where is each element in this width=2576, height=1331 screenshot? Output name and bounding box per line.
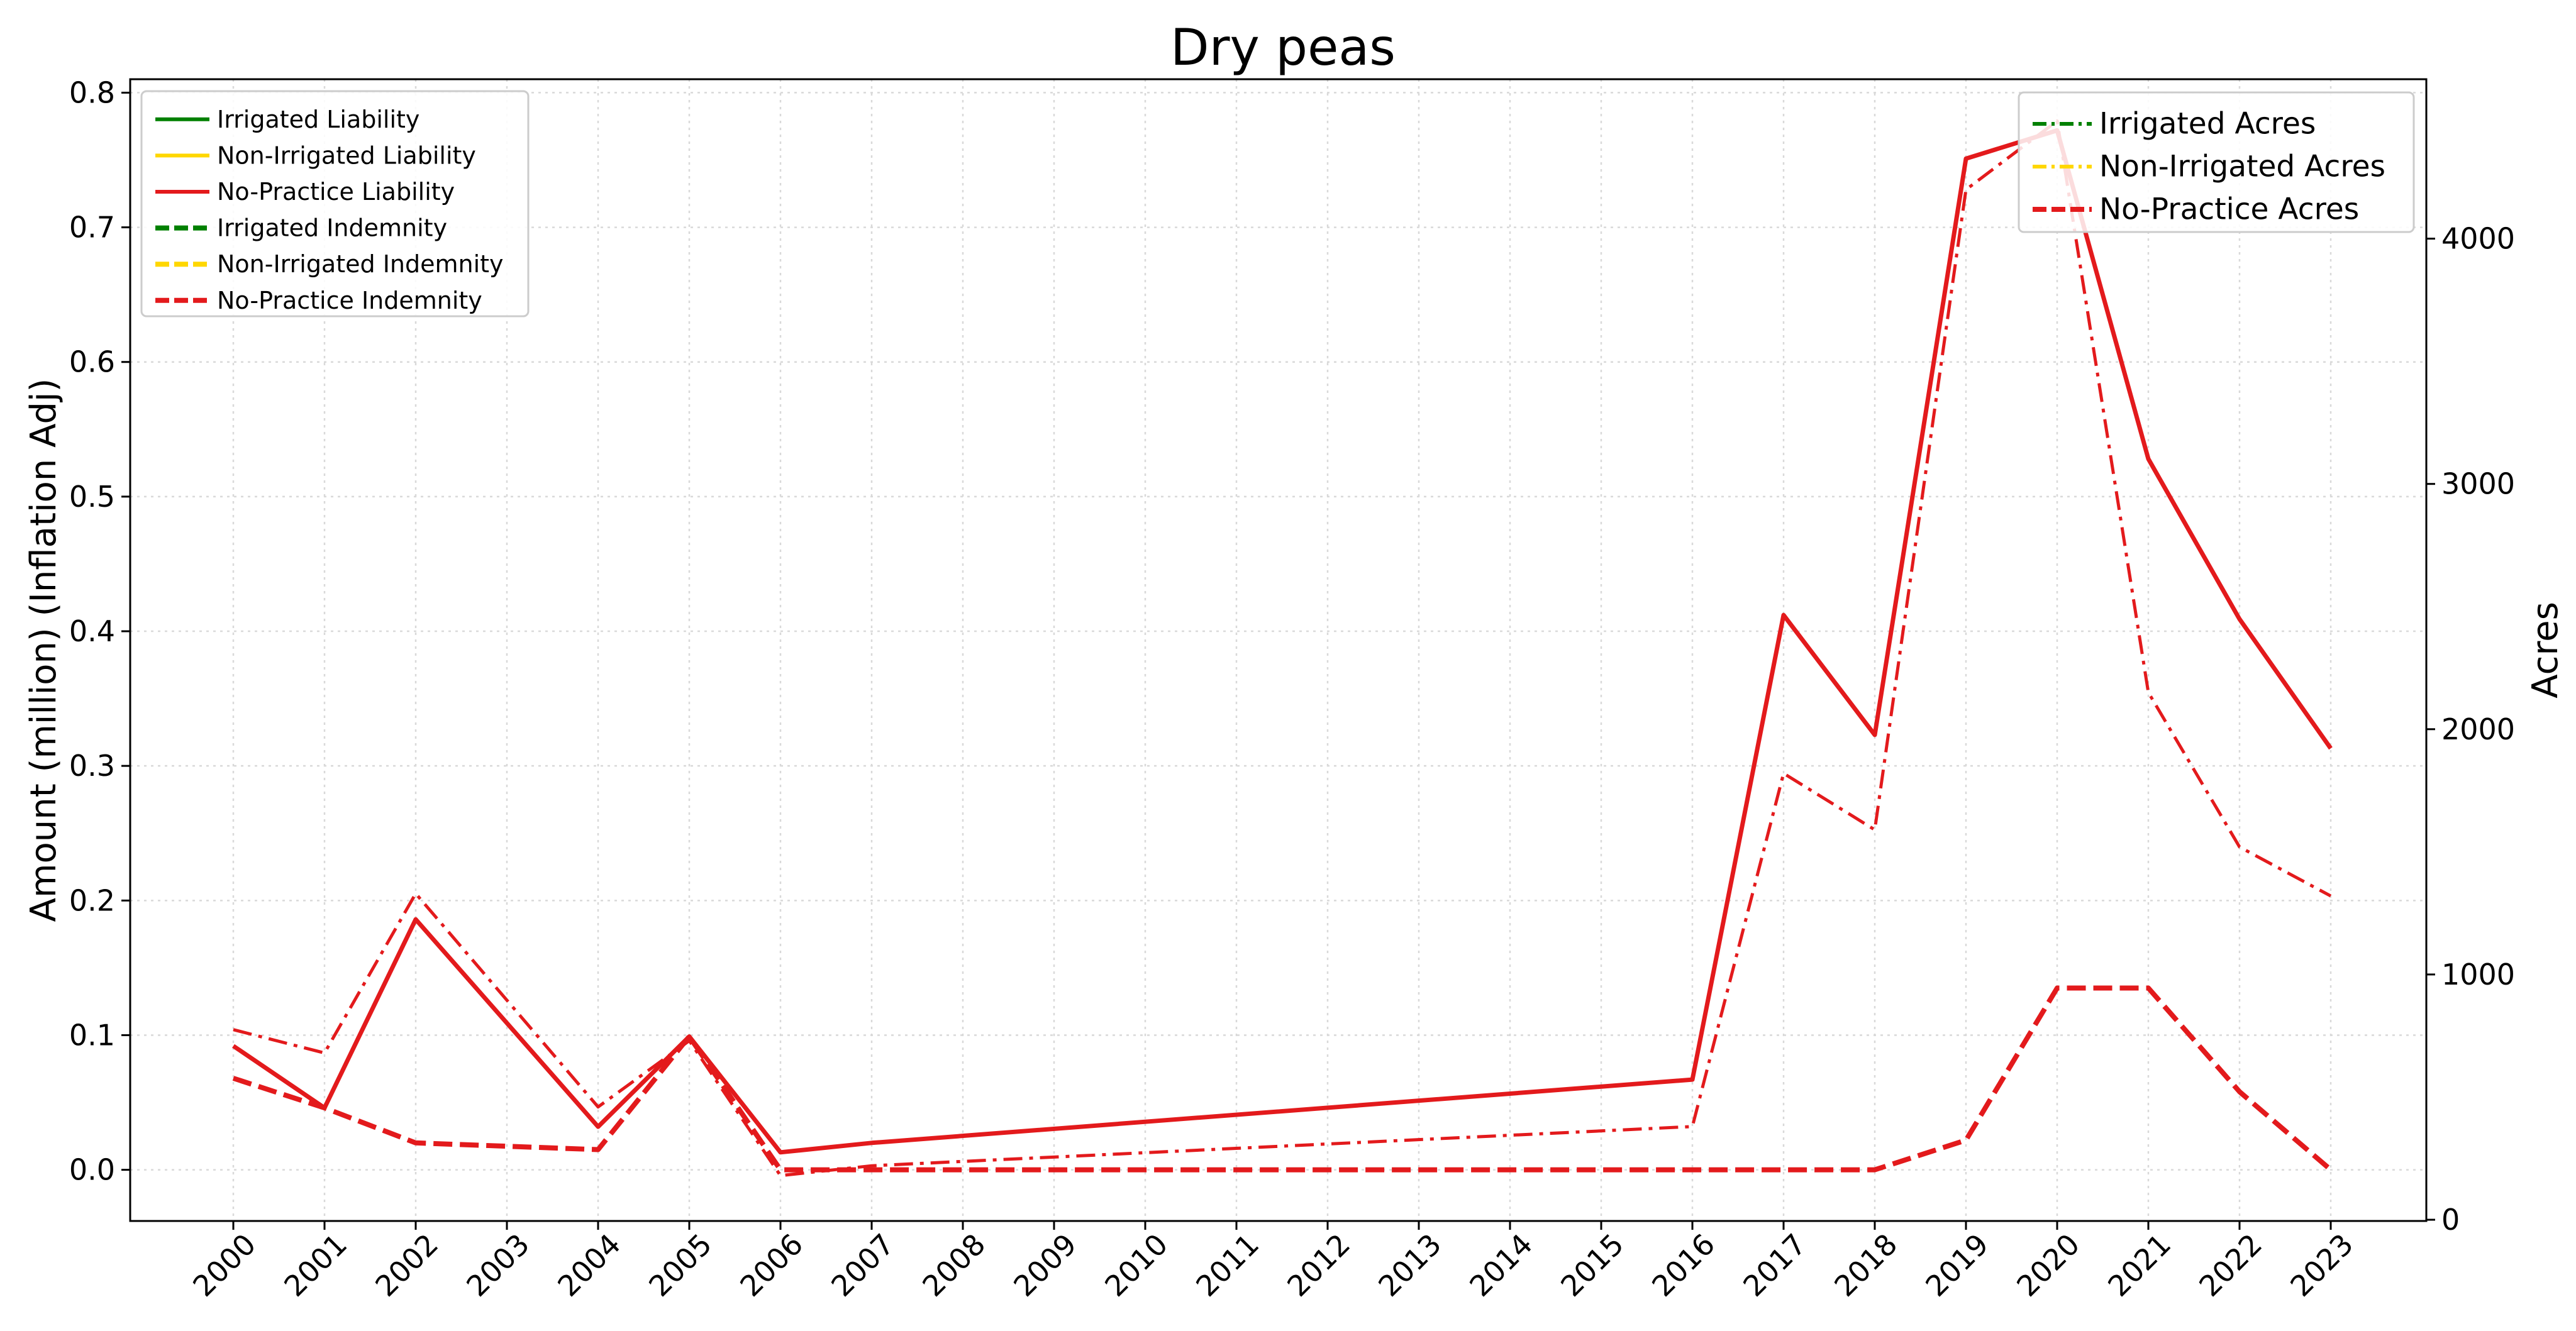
legend-label: Irrigated Indemnity bbox=[217, 214, 447, 242]
legend-frame bbox=[140, 90, 530, 318]
y2-axis-label: Acres bbox=[2525, 602, 2566, 699]
y-tick-label: 0.8 bbox=[69, 75, 115, 109]
legend-label: No-Practice Indemnity bbox=[217, 287, 482, 314]
y-tick-label: 0.2 bbox=[69, 883, 115, 917]
y-axis-label: Amount (million) (Inflation Adj) bbox=[23, 378, 64, 922]
legend-liability-indemnity: Irrigated Liability Non-Irrigated Liabili… bbox=[140, 90, 530, 318]
legend-acres: Irrigated Acres Non-Irrigated Acres No-Pra… bbox=[2018, 91, 2415, 233]
y2-tick-label: 3000 bbox=[2441, 467, 2515, 501]
legend-frame bbox=[2018, 91, 2415, 233]
y-tick-label: 0.3 bbox=[69, 749, 115, 783]
y-axis-left: 0.0 0.1 0.2 0.3 0.4 0.5 0.6 0.7 0.8 bbox=[69, 75, 130, 1187]
y-tick-label: 0.7 bbox=[69, 211, 115, 245]
plot-frame bbox=[129, 78, 2428, 1222]
legend-label: Irrigated Acres bbox=[2099, 107, 2316, 141]
legend-label: Non-Irrigated Indemnity bbox=[217, 250, 504, 278]
legend-label: Non-Irrigated Liability bbox=[217, 141, 476, 169]
series-line-no-practice-indemnity bbox=[232, 985, 2333, 1173]
legend-label: No-Practice Liability bbox=[217, 178, 455, 206]
series-line-no-practice-acres bbox=[233, 119, 2332, 1178]
legend-label: Irrigated Liability bbox=[217, 106, 419, 133]
chart-title: Dry peas bbox=[1170, 18, 1396, 77]
y-axis-right: 0 1000 2000 3000 4000 bbox=[2426, 222, 2515, 1237]
y2-tick-label: 2000 bbox=[2441, 712, 2515, 746]
y2-tick-label: 4000 bbox=[2441, 222, 2515, 256]
legend-label: No-Practice Acres bbox=[2099, 192, 2359, 227]
series-line-no-practice-liability bbox=[232, 128, 2333, 1155]
y2-tick-label: 1000 bbox=[2441, 958, 2515, 991]
y-tick-label: 0.0 bbox=[69, 1153, 115, 1187]
y-tick-label: 0.5 bbox=[69, 480, 115, 514]
y-tick-label: 0.6 bbox=[69, 345, 115, 379]
plot-area bbox=[232, 119, 2333, 1178]
y2-tick-label: 0 bbox=[2441, 1203, 2460, 1237]
y-tick-label: 0.1 bbox=[69, 1018, 115, 1052]
y-tick-label: 0.4 bbox=[69, 614, 115, 648]
legend-label: Non-Irrigated Acres bbox=[2099, 150, 2385, 184]
